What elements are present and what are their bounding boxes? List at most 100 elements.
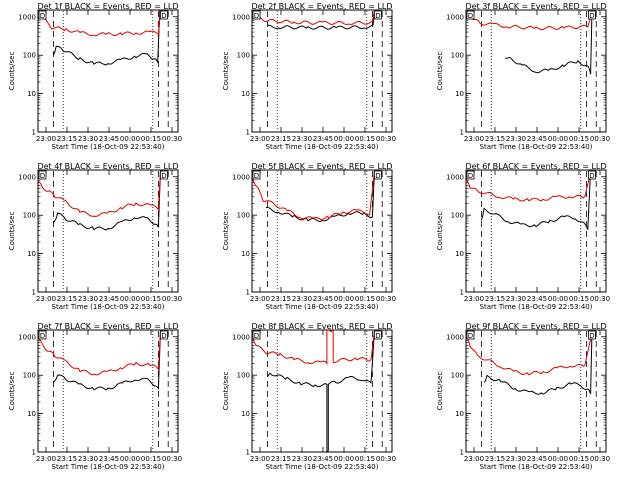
x-tick-label: 23:30 <box>292 455 312 463</box>
plot-frame <box>465 329 607 453</box>
x-tick-label: 23:30 <box>292 295 312 303</box>
detector-panel-1: Det 1f BLACK = Events, RED = LLD 1 10 100 10… <box>8 2 182 151</box>
x-tick-label: 23:15 <box>485 455 505 463</box>
x-tick-label: 23:30 <box>506 295 526 303</box>
time-marker-label: D <box>468 332 473 340</box>
x-tick-label: 23:30 <box>78 135 98 143</box>
y-tick-label: 1000 <box>18 13 36 21</box>
lld-series-line <box>40 10 161 37</box>
x-tick-label: 23:45 <box>99 295 119 303</box>
lld-series-line <box>466 330 593 376</box>
x-tick-label: 23:45 <box>313 455 333 463</box>
x-tick-label: 23:00 <box>36 135 56 143</box>
y-tick-label: 100 <box>237 212 250 220</box>
time-marker-label: D <box>161 332 166 340</box>
x-tick-label: 00:15 <box>569 135 589 143</box>
x-axis-label: Start Time (18-Oct-09 22:53:40) <box>266 143 379 151</box>
y-tick-label: 1000 <box>446 333 464 341</box>
x-tick-label: 00:00 <box>334 135 354 143</box>
events-series-line <box>483 330 593 395</box>
panel-title: Det 6f BLACK = Events, RED = LLD <box>465 162 606 171</box>
panel-title: Det 9f BLACK = Events, RED = LLD <box>465 322 606 331</box>
x-axis-label: Start Time (18-Oct-09 22:53:40) <box>52 303 165 311</box>
y-tick-label: 1 <box>460 129 464 137</box>
time-marker-box <box>466 330 475 340</box>
events-series-line <box>267 10 375 30</box>
y-axis-label: Counts/sec <box>436 52 444 91</box>
x-tick-label: 23:45 <box>527 455 547 463</box>
y-tick-label: 10 <box>241 410 250 418</box>
x-tick-label: 23:45 <box>99 455 119 463</box>
y-tick-label: 1 <box>32 289 36 297</box>
x-tick-label: 23:00 <box>36 295 56 303</box>
y-tick-label: 100 <box>451 212 464 220</box>
time-marker-label: D <box>161 12 166 20</box>
y-tick-label: 1 <box>246 129 250 137</box>
x-tick-label: 23:15 <box>57 455 77 463</box>
y-tick-label: 10 <box>27 250 36 258</box>
panel-title: Det 7f BLACK = Events, RED = LLD <box>37 322 178 331</box>
y-axis-label: Counts/sec <box>8 372 16 411</box>
x-tick-label: 23:15 <box>485 135 505 143</box>
y-tick-label: 1000 <box>18 333 36 341</box>
events-series-line <box>52 330 161 391</box>
x-tick-label: 23:45 <box>313 295 333 303</box>
time-marker-box <box>373 10 382 20</box>
y-tick-label: 1000 <box>232 173 250 181</box>
x-axis-label: Start Time (18-Oct-09 22:53:40) <box>480 463 593 471</box>
time-marker-box <box>466 10 475 20</box>
x-tick-label: 23:30 <box>78 295 98 303</box>
time-marker-box <box>588 330 596 340</box>
time-marker-label: D <box>40 12 45 20</box>
y-axis-label: Counts/sec <box>222 212 230 251</box>
detector-panel-7: Det 7f BLACK = Events, RED = LLD 1 10 100 10… <box>8 322 182 471</box>
time-marker-label: D <box>468 12 473 20</box>
x-tick-label: 00:00 <box>120 295 140 303</box>
x-tick-label: 23:30 <box>292 135 312 143</box>
x-axis-label: Start Time (18-Oct-09 22:53:40) <box>480 143 593 151</box>
detector-panel-2: Det 2f BLACK = Events, RED = LLD 1 10 100 10… <box>222 2 396 151</box>
x-tick-label: 00:00 <box>120 135 140 143</box>
x-tick-label: 00:30 <box>590 135 610 143</box>
y-axis-label: Counts/sec <box>436 372 444 411</box>
time-marker-box <box>588 170 596 180</box>
x-tick-label: 00:30 <box>376 135 396 143</box>
y-tick-label: 1000 <box>232 333 250 341</box>
detector-panel-6: Det 6f BLACK = Events, RED = LLD 1 10 100 10… <box>436 162 610 311</box>
lld-series-line <box>252 170 375 220</box>
panel-title: Det 2f BLACK = Events, RED = LLD <box>251 2 392 11</box>
x-tick-label: 00:30 <box>590 295 610 303</box>
y-tick-label: 1 <box>246 289 250 297</box>
y-tick-label: 1000 <box>446 173 464 181</box>
plot-frame <box>465 169 607 293</box>
panel-title: Det 8f BLACK = Events, RED = LLD <box>251 322 392 331</box>
detector-panel-3: Det 3f BLACK = Events, RED = LLD 1 10 100 10… <box>436 2 610 151</box>
x-tick-label: 23:00 <box>250 295 270 303</box>
x-tick-label: 23:45 <box>313 135 333 143</box>
plot-frame <box>251 169 393 293</box>
y-tick-label: 10 <box>455 250 464 258</box>
plot-frame <box>465 9 607 133</box>
panel-title: Det 1f BLACK = Events, RED = LLD <box>37 2 178 11</box>
x-tick-label: 23:00 <box>250 135 270 143</box>
events-series-line <box>505 10 593 75</box>
y-tick-label: 1 <box>32 129 36 137</box>
x-tick-label: 23:00 <box>36 455 56 463</box>
x-tick-label: 00:30 <box>162 295 182 303</box>
x-tick-label: 00:15 <box>141 455 161 463</box>
x-tick-label: 23:15 <box>57 295 77 303</box>
time-marker-label: D <box>589 332 594 340</box>
x-tick-label: 00:30 <box>162 135 182 143</box>
x-tick-label: 23:30 <box>506 455 526 463</box>
plot-frame <box>251 329 393 453</box>
events-series-line <box>52 170 161 231</box>
time-marker-box <box>373 170 382 180</box>
y-tick-label: 10 <box>241 250 250 258</box>
time-marker-box <box>159 10 168 20</box>
x-tick-label: 23:00 <box>464 295 484 303</box>
x-tick-label: 00:00 <box>548 455 568 463</box>
plot-frame <box>37 9 179 133</box>
y-axis-label: Counts/sec <box>222 372 230 411</box>
time-marker-label: D <box>589 12 594 20</box>
lld-series-line <box>466 10 593 31</box>
